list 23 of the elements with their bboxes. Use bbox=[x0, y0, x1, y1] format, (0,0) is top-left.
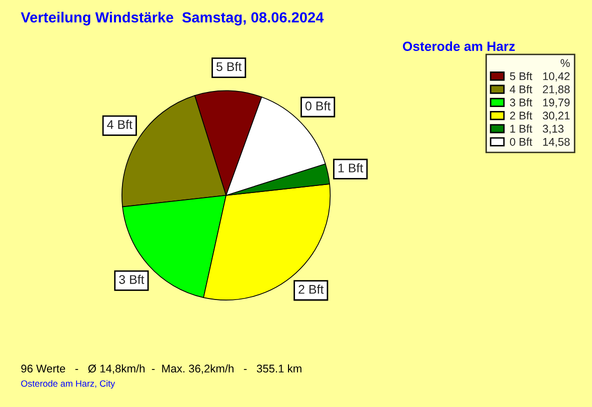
data-label: 14,58 bbox=[543, 138, 570, 148]
slice-label: 0 Bft bbox=[305, 101, 331, 110]
data-label: 19,79 bbox=[543, 98, 570, 108]
legend-label: 4 Bft bbox=[510, 85, 532, 94]
text: 96 Werte - Ø 14,8km/h - Max. 36,2km/h - 355.1 km bbox=[21, 364, 302, 374]
slice-label: 1 Bft bbox=[338, 163, 364, 172]
chart-subtitle: Osterode am Harz bbox=[402, 41, 515, 52]
legend-title: % bbox=[560, 59, 570, 67]
data-label: 30,21 bbox=[542, 112, 570, 121]
slice-label: 2 Bft bbox=[298, 284, 324, 294]
legend-label: 1 Bft bbox=[510, 124, 532, 133]
legend-label: 0 Bft bbox=[510, 138, 532, 146]
slice-label: 3 Bft bbox=[119, 274, 144, 284]
slice-label: 5 Bft bbox=[216, 62, 242, 72]
legend-label: 2 Bft bbox=[510, 111, 532, 120]
chart-title: Verteilung Windstärke Samstag, 08.06.2024 bbox=[20, 12, 324, 26]
data-label: 21,88 bbox=[542, 85, 570, 95]
data-label: 10,42 bbox=[543, 72, 570, 82]
slice-label: 4 Bft bbox=[107, 120, 132, 129]
legend-label: 3 Bft bbox=[510, 98, 532, 106]
data-label: 3,13 bbox=[542, 124, 564, 134]
legend-label: 5 Bft bbox=[510, 72, 532, 80]
text: Osterode am Harz, City bbox=[21, 380, 116, 389]
